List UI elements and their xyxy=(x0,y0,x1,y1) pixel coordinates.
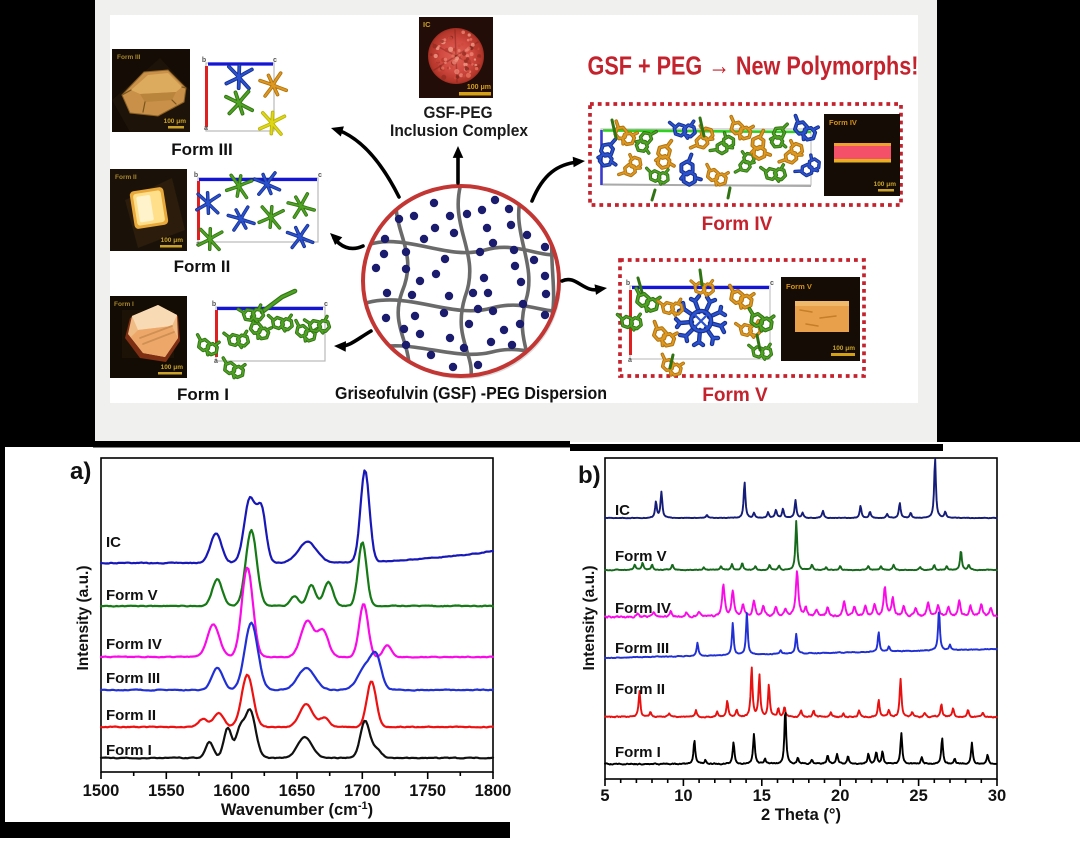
svg-text:Form IV: Form IV xyxy=(702,214,773,235)
svg-text:1550: 1550 xyxy=(148,782,185,800)
svg-text:2 Theta (°): 2 Theta (°) xyxy=(761,806,841,824)
svg-text:Form II: Form II xyxy=(174,257,231,276)
svg-text:1700: 1700 xyxy=(344,782,381,800)
svg-text:100 μm: 100 μm xyxy=(164,118,187,125)
svg-text:100 μm: 100 μm xyxy=(874,181,897,188)
svg-text:Form I: Form I xyxy=(615,744,661,761)
svg-text:1800: 1800 xyxy=(475,782,512,800)
svg-text:1600: 1600 xyxy=(213,782,250,800)
svg-text:100 μm: 100 μm xyxy=(467,84,491,91)
svg-text:Form V: Form V xyxy=(702,385,768,406)
svg-text:Wavenumber (cm-1): Wavenumber (cm-1) xyxy=(221,800,373,819)
svg-text:Form III: Form III xyxy=(171,140,232,159)
svg-text:IC: IC xyxy=(106,534,121,551)
svg-text:Form III: Form III xyxy=(106,670,160,687)
svg-text:100 μm: 100 μm xyxy=(161,364,184,371)
svg-text:30: 30 xyxy=(988,787,1006,805)
svg-text:b: b xyxy=(194,172,198,179)
svg-text:Form III: Form III xyxy=(117,54,141,61)
svg-text:c: c xyxy=(273,57,277,64)
svg-text:IC: IC xyxy=(423,20,431,29)
svg-text:GSF + PEG → New Polymorphs!: GSF + PEG → New Polymorphs! xyxy=(588,51,919,81)
svg-text:100 μm: 100 μm xyxy=(161,237,184,244)
svg-text:10: 10 xyxy=(674,787,692,805)
svg-text:1650: 1650 xyxy=(279,782,316,800)
svg-text:b): b) xyxy=(578,462,601,489)
svg-text:b: b xyxy=(626,280,630,287)
svg-text:Form IV: Form IV xyxy=(106,636,162,653)
svg-text:1500: 1500 xyxy=(83,782,120,800)
svg-text:a: a xyxy=(204,125,208,132)
svg-text:Intensity (a.u.): Intensity (a.u.) xyxy=(581,565,598,670)
svg-text:1750: 1750 xyxy=(409,782,446,800)
svg-text:25: 25 xyxy=(909,787,927,805)
svg-text:c: c xyxy=(324,301,328,308)
svg-text:5: 5 xyxy=(600,787,609,805)
svg-text:Form II: Form II xyxy=(115,174,137,181)
svg-text:Form II: Form II xyxy=(615,681,665,698)
svg-text:Form I: Form I xyxy=(177,385,229,404)
svg-text:Form I: Form I xyxy=(114,301,134,308)
svg-text:b: b xyxy=(212,301,216,308)
svg-text:Form V: Form V xyxy=(106,587,158,604)
svg-text:a: a xyxy=(628,357,632,364)
svg-text:Form I: Form I xyxy=(106,742,152,759)
svg-text:GSF-PEG: GSF-PEG xyxy=(424,103,493,122)
svg-text:Intensity (a.u.): Intensity (a.u.) xyxy=(75,565,92,670)
svg-text:15: 15 xyxy=(753,787,771,805)
svg-text:Form V: Form V xyxy=(615,548,667,565)
svg-text:c: c xyxy=(318,172,322,179)
svg-text:a): a) xyxy=(70,458,91,485)
svg-text:IC: IC xyxy=(615,502,630,519)
svg-text:b: b xyxy=(202,57,206,64)
svg-text:Form IV: Form IV xyxy=(615,600,671,617)
svg-text:Form II: Form II xyxy=(106,707,156,724)
svg-text:a: a xyxy=(214,358,218,365)
svg-text:Inclusion Complex: Inclusion Complex xyxy=(390,121,528,140)
svg-text:Form IV: Form IV xyxy=(829,118,857,127)
svg-text:c: c xyxy=(770,280,774,287)
svg-text:20: 20 xyxy=(831,787,849,805)
svg-text:100 μm: 100 μm xyxy=(833,345,856,352)
svg-text:Form V: Form V xyxy=(786,282,812,291)
svg-text:Griseofulvin (GSF) -PEG Disper: Griseofulvin (GSF) -PEG Dispersion xyxy=(335,383,607,403)
svg-text:Form III: Form III xyxy=(615,640,669,657)
